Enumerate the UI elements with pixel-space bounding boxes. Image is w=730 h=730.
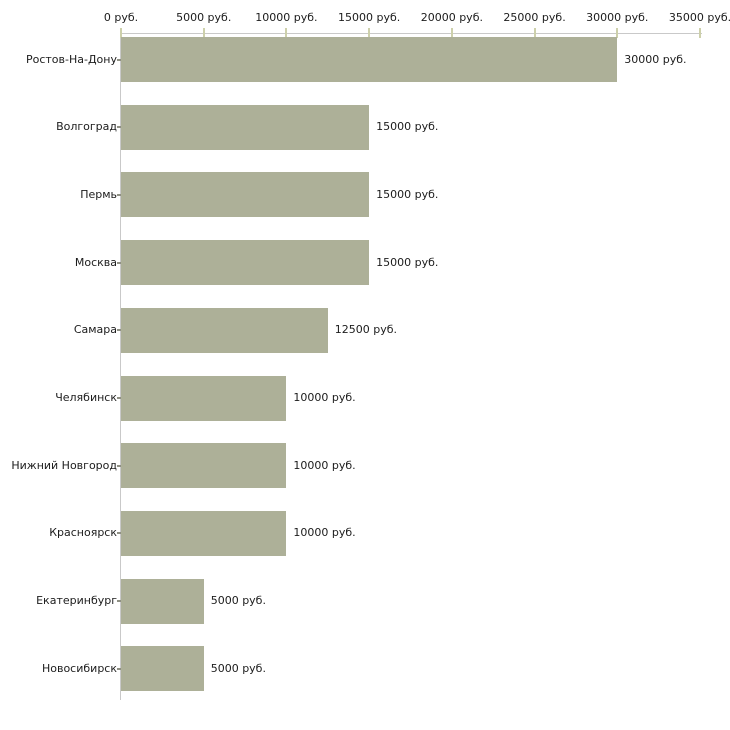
bar [121,37,618,82]
bar [121,172,370,218]
x-tick-mark [120,28,122,38]
x-tick-label: 35000 руб. [668,11,730,24]
y-tick-mark [117,464,121,467]
bar-value-label: 15000 руб. [376,120,439,134]
x-tick-label: 20000 руб. [420,11,483,24]
bar-value-label: 5000 руб. [210,594,266,608]
x-tick-label: 10000 руб. [255,11,318,24]
x-tick-label: 15000 руб. [338,11,401,24]
category-label: Красноярск [49,526,117,540]
y-tick-mark [117,600,121,603]
x-tick-mark [202,28,205,38]
x-tick-mark [450,28,453,38]
bar-value-label: 10000 руб. [293,391,356,404]
category-label: Волгоград [56,120,117,134]
bar-value-label: 15000 руб. [376,187,439,201]
y-tick-mark [117,667,121,670]
bar-value-label: 10000 руб. [293,458,356,472]
bar [121,646,204,692]
category-label: Пермь [80,187,117,201]
y-tick-mark [117,261,121,264]
y-tick-mark [117,329,121,332]
y-tick-mark [117,58,121,61]
bar [121,240,370,286]
bar [121,510,287,556]
x-tick-label: 30000 руб. [586,11,649,24]
bar [121,104,370,150]
y-tick-mark [117,126,121,129]
x-tick-mark [699,28,701,38]
x-tick-mark [368,28,371,38]
y-tick-mark [117,193,121,196]
category-label: Новосибирск [41,661,117,675]
bar [121,375,287,421]
x-tick-label: 5000 руб. [176,11,232,24]
y-axis-line [120,33,121,700]
category-label: Самара [73,323,117,337]
bar [121,578,204,624]
category-label: Екатеринбург [36,594,117,608]
x-tick-mark [533,28,536,38]
y-tick-mark [117,397,121,399]
bar-value-label: 30000 руб. [624,52,687,66]
bar-value-label: 15000 руб. [376,255,439,269]
category-label: Москва [74,255,117,269]
category-label: Нижний Новгород [11,458,117,472]
bar-value-label: 5000 руб. [210,661,266,675]
x-tick-label: 25000 руб. [503,11,566,24]
bar-value-label: 10000 руб. [293,526,356,540]
bar [121,443,287,489]
bar [121,307,328,353]
x-tick-label: 0 руб. [103,11,139,24]
x-axis-line [120,33,702,34]
y-tick-mark [117,532,121,535]
category-label: Ростов-На-Дону [25,52,117,66]
x-tick-mark [616,28,619,38]
bar-value-label: 12500 руб. [334,323,398,337]
category-label: Челябинск [55,391,117,404]
x-tick-mark [285,28,288,38]
